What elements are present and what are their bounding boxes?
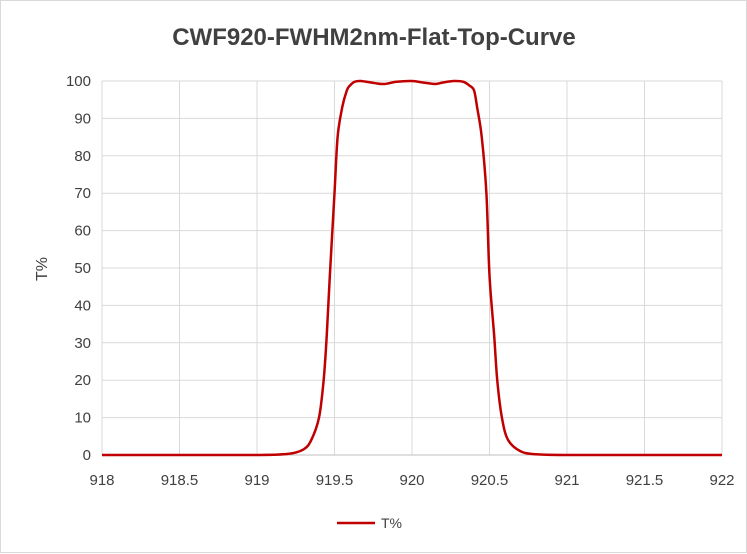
- y-tick-label: 10: [74, 410, 91, 427]
- x-tick-label: 920: [399, 472, 424, 489]
- y-tick-label: 70: [74, 185, 91, 202]
- x-tick-label: 921: [554, 472, 579, 489]
- y-tick-label: 0: [83, 447, 91, 464]
- series: [101, 79, 722, 457]
- x-tick-label: 918.5: [161, 472, 199, 489]
- y-tick-labels: 0 10 20 30 40 50 60 70 80 90 100: [66, 73, 91, 464]
- y-tick-label: 80: [74, 148, 91, 165]
- legend: T%: [337, 515, 402, 531]
- y-axis-label: T%: [34, 257, 51, 281]
- y-tick-label: 30: [74, 335, 91, 352]
- y-tick-label: 40: [74, 297, 91, 314]
- x-tick-label: 921.5: [626, 472, 664, 489]
- x-tick-label: 919.5: [316, 472, 354, 489]
- chart-title: CWF920-FWHM2nm-Flat-Top-Curve: [172, 24, 576, 51]
- x-tick-label: 922: [709, 472, 734, 489]
- x-tick-label: 918: [89, 472, 114, 489]
- x-tick-label: 919: [244, 472, 269, 489]
- y-tick-label: 50: [74, 260, 91, 277]
- legend-label: T%: [381, 515, 402, 531]
- series-line: [101, 79, 722, 457]
- y-tick-label: 60: [74, 223, 91, 240]
- y-tick-label: 90: [74, 110, 91, 127]
- y-tick-label: 20: [74, 372, 91, 389]
- x-tick-label: 920.5: [471, 472, 509, 489]
- y-tick-label: 100: [66, 73, 91, 90]
- x-tick-labels: 918 918.5 919 919.5 920 920.5 921 921.5 922: [89, 472, 734, 489]
- grid: [102, 80, 723, 455]
